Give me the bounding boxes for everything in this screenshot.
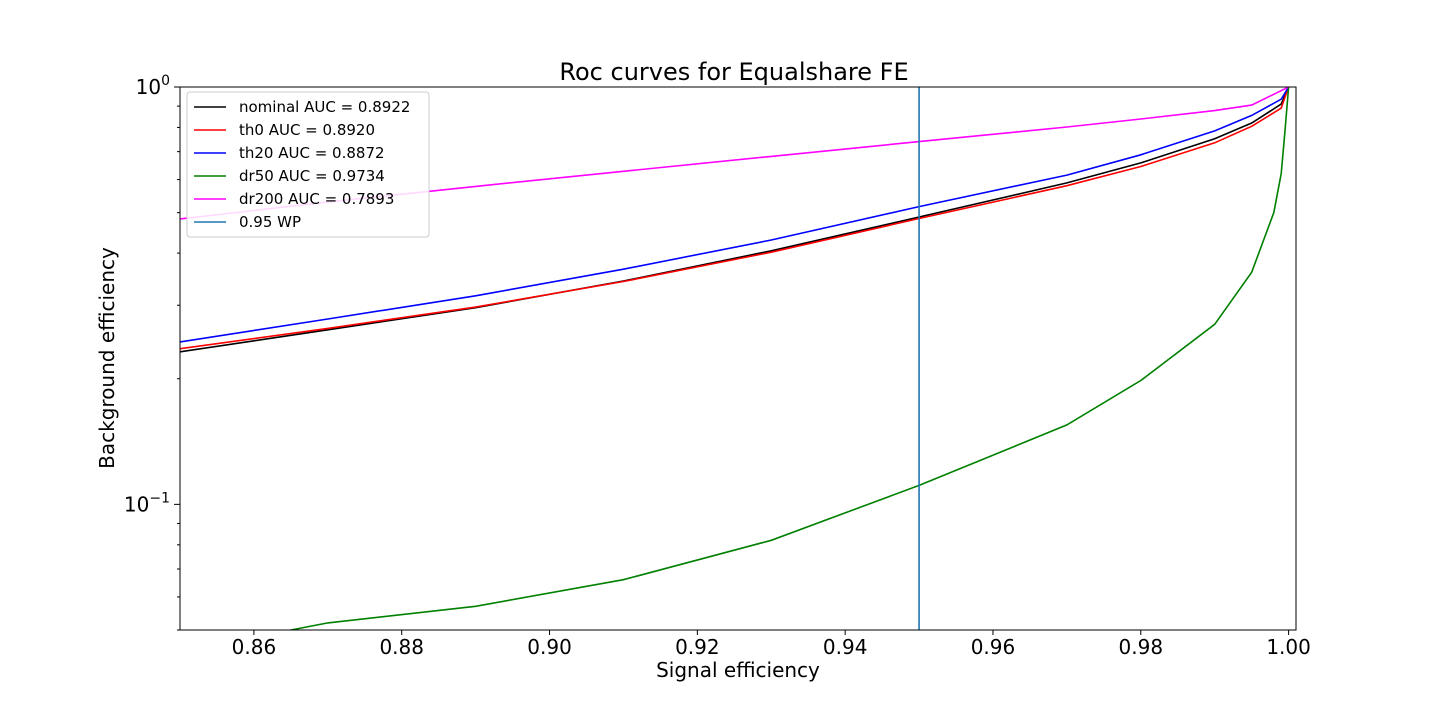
plot-frame [179, 86, 1297, 631]
x-tick-label: 0.86 [232, 635, 277, 659]
legend: nominal AUC = 0.8922 th0 AUC = 0.8920 th20… [186, 91, 430, 238]
x-tick-label: 0.94 [823, 635, 868, 659]
legend-box [186, 91, 430, 238]
legend-entry-label: dr50 AUC = 0.9734 [239, 167, 385, 185]
series-line-1 [180, 87, 1290, 350]
x-tick-label: 0.92 [675, 635, 720, 659]
x-tick-label: 0.90 [527, 635, 572, 659]
series-line-3 [286, 87, 1290, 630]
legend-entry-label: th0 AUC = 0.8920 [239, 121, 375, 139]
legend-entry-label: nominal AUC = 0.8922 [239, 98, 410, 116]
x-tick-label: 0.96 [971, 635, 1016, 659]
x-tick-label: 0.98 [1119, 635, 1164, 659]
legend-entry-label: 0.95 WP [239, 213, 301, 231]
chart-title: Roc curves for Equalshare FE [559, 58, 908, 86]
legend-entry-label: dr200 AUC = 0.7893 [239, 190, 394, 208]
x-axis-ticks: 0.86 0.88 0.90 0.92 0.94 0.96 0.98 1.00 [232, 630, 1311, 659]
y-tick-label: 10−1 [124, 490, 170, 516]
x-tick-label: 1.00 [1266, 635, 1311, 659]
series-line-2 [180, 87, 1290, 343]
x-tick-label: 0.88 [379, 635, 424, 659]
y-axis-label: Background efficiency [95, 247, 119, 469]
y-axis-ticks: 100 10−1 [124, 73, 180, 631]
y-tick-label: 100 [136, 73, 170, 99]
x-axis-label: Signal efficiency [656, 658, 820, 682]
legend-entry-label: th20 AUC = 0.8872 [239, 144, 385, 162]
